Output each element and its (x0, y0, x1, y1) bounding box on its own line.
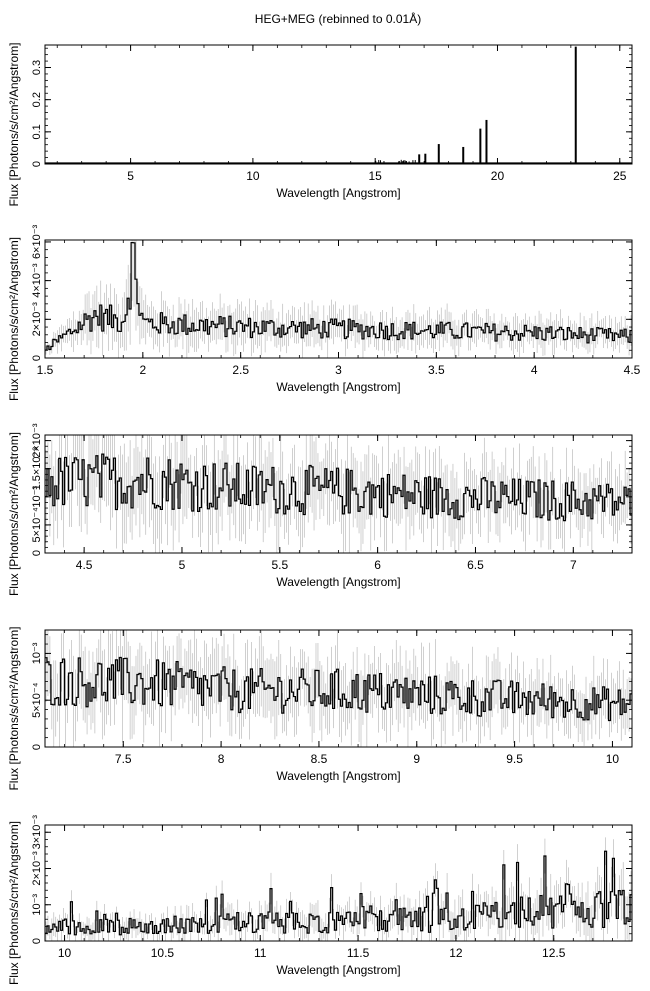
x-tick-label: 2 (139, 363, 146, 377)
x-axis-label: Wavelength [Angstrom] (276, 769, 400, 783)
x-tick-label: 4.5 (76, 558, 93, 572)
x-tick-label: 6.5 (467, 558, 484, 572)
y-tick-label: 2×10⁻³ (31, 423, 43, 458)
plot-frame (44, 44, 633, 165)
y-tick-label: 0.3 (31, 60, 43, 75)
x-tick-label: 5 (179, 558, 186, 572)
x-tick-label: 1.5 (37, 363, 54, 377)
x-tick-label: 12.5 (542, 946, 566, 960)
x-tick-label: 7.5 (115, 752, 132, 766)
x-ticks: 1.5 2 2.5 3 3.5 4 4.5 (37, 240, 641, 377)
y-tick-label: 0.1 (31, 124, 43, 139)
x-tick-label: 20 (491, 169, 505, 183)
x-tick-label: 6 (374, 558, 381, 572)
x-axis-label: Wavelength [Angstrom] (276, 380, 400, 394)
y-ticks: 0 0.1 0.2 0.3 (31, 47, 632, 167)
panel-1: 5 10 15 20 25 0 0.1 0.2 0.3 Wavelength [Angstrom]… (7, 42, 633, 207)
y-tick-label: 0 (31, 938, 43, 944)
x-tick-label: 11.5 (347, 946, 370, 960)
y-axis-label: Flux [Photons/s/cm²/Angstrom] (7, 237, 21, 401)
y-tick-label: 2×10⁻³ (31, 851, 43, 886)
y-ticks: 0 2×10⁻³ 4×10⁻³ 6×10⁻³ (31, 224, 632, 361)
flux-series (45, 453, 632, 522)
x-tick-label: 4.5 (624, 363, 641, 377)
x-axis-label: Wavelength [Angstrom] (276, 575, 400, 589)
x-ticks: 5 10 15 20 25 (56, 45, 627, 183)
plot-area (45, 630, 632, 747)
y-tick-label: 5×10⁻⁴ (31, 507, 43, 543)
y-tick-label: 0 (31, 161, 43, 167)
y-tick-label: 10⁻³ (31, 486, 43, 508)
x-axis-label: Wavelength [Angstrom] (276, 186, 400, 200)
x-tick-label: 3 (335, 363, 342, 377)
plot-area (45, 435, 632, 553)
flux-series (45, 850, 632, 936)
x-tick-label: 25 (613, 169, 627, 183)
y-axis-label: Flux [Photons/s/cm²/Angstrom] (7, 432, 21, 596)
x-tick-label: 9 (413, 752, 420, 766)
plot-area (45, 837, 632, 941)
y-tick-label: 6×10⁻³ (31, 224, 43, 259)
x-tick-label: 10.5 (151, 946, 175, 960)
panel-4: 7.5 8 8.5 9 9.5 10 0 5×10⁻⁴ 10⁻³ Wavelength [Angs… (7, 626, 633, 791)
y-tick-label: 5×10⁻⁴ (31, 682, 43, 718)
y-ticks: 0 10⁻³ 2×10⁻³3×10⁻³ (31, 815, 632, 944)
error-bars (45, 837, 632, 941)
y-tick-label: 3×10⁻³ (31, 815, 43, 850)
x-tick-label: 15 (369, 169, 383, 183)
panel-2: 1.5 2 2.5 3 3.5 4 4.5 0 2×10⁻³ 4×10⁻³ 6×10⁻³ Wavele… (7, 224, 641, 401)
y-tick-label: 0 (31, 550, 43, 556)
x-tick-label: 10 (246, 169, 260, 183)
x-ticks: 10 10.5 11 11.5 12 12.5 (44, 825, 633, 960)
x-tick-label: 10 (58, 946, 72, 960)
y-tick-label: 10⁻³ (31, 642, 43, 664)
x-axis-label: Wavelength [Angstrom] (276, 963, 400, 977)
figure-title: HEG+MEG (rebinned to 0.01Å) (255, 11, 421, 26)
panel-3: 4.5 5 5.5 6 6.5 7 0 5×10⁻⁴10⁻³1.5×10⁻³2×10⁻³ Wav… (7, 423, 633, 596)
y-tick-label: 4×10⁻³ (31, 263, 43, 298)
y-tick-label: 0 (31, 744, 43, 750)
x-tick-label: 5.5 (271, 558, 288, 572)
x-tick-label: 8.5 (311, 752, 328, 766)
x-tick-label: 11 (254, 946, 267, 960)
y-tick-label: 0 (31, 355, 43, 361)
y-tick-label: 2×10⁻³ (31, 302, 43, 337)
flux-series (45, 241, 632, 351)
y-tick-label: 10⁻³ (31, 894, 43, 916)
x-tick-label: 8 (218, 752, 225, 766)
y-ticks: 0 5×10⁻⁴ 10⁻³ (31, 634, 632, 750)
panel-5: 10 10.5 11 11.5 12 12.5 0 10⁻³ 2×10⁻³3×10⁻³ Wavel… (7, 815, 633, 985)
flux-series (45, 656, 632, 722)
error-bars (45, 240, 632, 358)
y-ticks: 0 5×10⁻⁴10⁻³1.5×10⁻³2×10⁻³ (31, 423, 632, 556)
y-axis-label: Flux [Photons/s/cm²/Angstrom] (7, 42, 21, 206)
y-axis-label: Flux [Photons/s/cm²/Angstrom] (7, 821, 21, 985)
y-tick-label: 0.2 (31, 92, 43, 107)
x-tick-label: 5 (127, 169, 134, 183)
error-bars (45, 435, 632, 553)
x-tick-label: 2.5 (232, 363, 249, 377)
x-tick-label: 4 (531, 363, 538, 377)
x-tick-label: 9.5 (506, 752, 523, 766)
y-tick-label: 1.5×10⁻³ (31, 447, 43, 491)
x-tick-label: 12 (449, 946, 463, 960)
plot-area (45, 240, 632, 358)
x-tick-label: 7 (570, 558, 577, 572)
x-ticks: 4.5 5 5.5 6 6.5 7 (44, 435, 633, 572)
x-tick-label: 3.5 (428, 363, 445, 377)
x-tick-label: 10 (606, 752, 620, 766)
plot-area (45, 46, 632, 164)
x-ticks: 7.5 8 8.5 9 9.5 10 (44, 630, 633, 766)
y-axis-label: Flux [Photons/s/cm²/Angstrom] (7, 626, 21, 790)
